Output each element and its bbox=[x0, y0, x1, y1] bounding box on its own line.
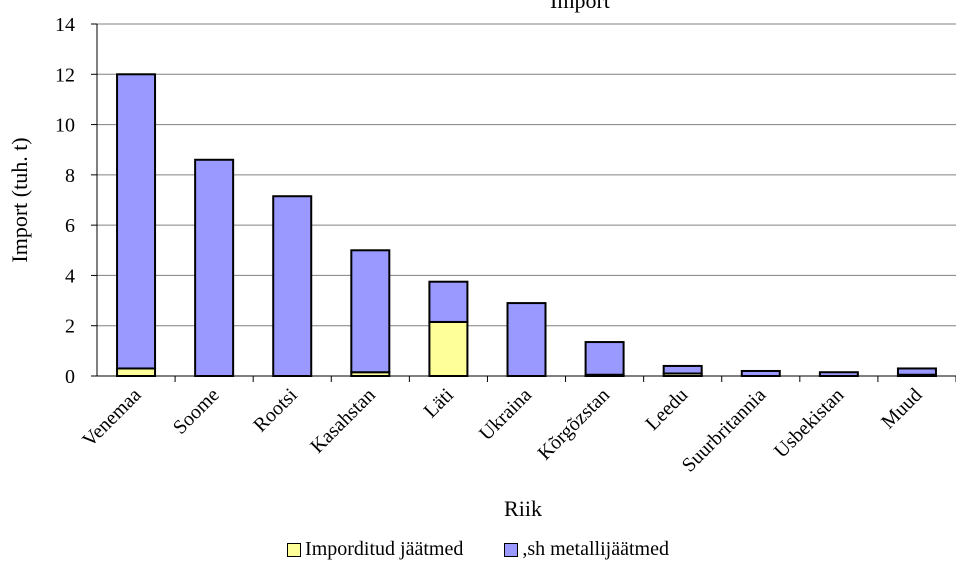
bar-metal-waste bbox=[662, 364, 703, 375]
gridlines bbox=[97, 23, 956, 327]
bar-metal-waste bbox=[818, 371, 859, 378]
x-tick-label: Soome bbox=[169, 384, 224, 439]
bar-imported-waste bbox=[116, 367, 157, 378]
legend-label-metal-waste: ,sh metallijäätmed bbox=[522, 538, 669, 560]
legend: Imporditud jäätmed ,sh metallijäätmed bbox=[0, 538, 956, 563]
bars bbox=[116, 73, 937, 378]
y-axis-title: Import (tuh. t) bbox=[7, 137, 32, 262]
x-tick-labels: Venemaa Soome Rootsi Kasahstan Läti UkrainaKõ… bbox=[78, 384, 926, 477]
x-axis-title: Riik bbox=[504, 496, 542, 521]
x-tick-label: Usbekistan bbox=[770, 384, 848, 462]
x-tick-label: Läti bbox=[420, 384, 459, 423]
x-tick-label: Muud bbox=[877, 384, 926, 433]
y-tick-labels: 0 2 4 6 8 10 12 14 bbox=[55, 14, 75, 388]
x-tick-label: Suurbritannia bbox=[678, 384, 771, 477]
x-tick-label: Kasahstan bbox=[306, 384, 380, 458]
legend-item-imported-waste: Imporditud jäätmed bbox=[287, 538, 463, 561]
bar-metal-waste bbox=[506, 302, 547, 378]
x-tick-label: Rootsi bbox=[249, 384, 302, 437]
bar-imported-waste bbox=[428, 320, 469, 378]
y-tick-label: 6 bbox=[65, 215, 75, 237]
x-tick-label: Ukraina bbox=[475, 384, 536, 445]
legend-swatch-metal-waste bbox=[504, 542, 519, 557]
y-tick-label: 0 bbox=[65, 366, 75, 388]
axes bbox=[91, 23, 956, 382]
x-tick-label: Venemaa bbox=[78, 384, 145, 451]
bar-metal-waste bbox=[272, 195, 313, 377]
bar-metal-waste bbox=[740, 369, 781, 378]
legend-item-metal-waste: ,sh metallijäätmed bbox=[504, 538, 669, 561]
y-tick-label: 8 bbox=[65, 165, 75, 187]
x-tick-label: Kõrgõzstan bbox=[534, 384, 614, 464]
bar-metal-waste bbox=[350, 249, 391, 374]
legend-label-imported-waste: Imporditud jäätmed bbox=[305, 538, 464, 560]
bar-metal-waste bbox=[584, 341, 625, 376]
legend-swatch-imported-waste bbox=[287, 542, 302, 557]
y-tick-label: 14 bbox=[55, 14, 75, 36]
y-tick-label: 4 bbox=[65, 265, 75, 287]
bar-metal-waste bbox=[116, 73, 157, 370]
y-tick-label: 10 bbox=[55, 115, 75, 137]
bar-metal-waste bbox=[194, 158, 235, 377]
y-tick-label: 2 bbox=[65, 316, 75, 338]
bar-metal-waste bbox=[896, 367, 937, 376]
x-tick-label: Leedu bbox=[641, 384, 692, 435]
bar-metal-waste bbox=[428, 280, 469, 323]
chart-title: Import bbox=[550, 0, 610, 13]
y-tick-label: 12 bbox=[55, 64, 75, 86]
